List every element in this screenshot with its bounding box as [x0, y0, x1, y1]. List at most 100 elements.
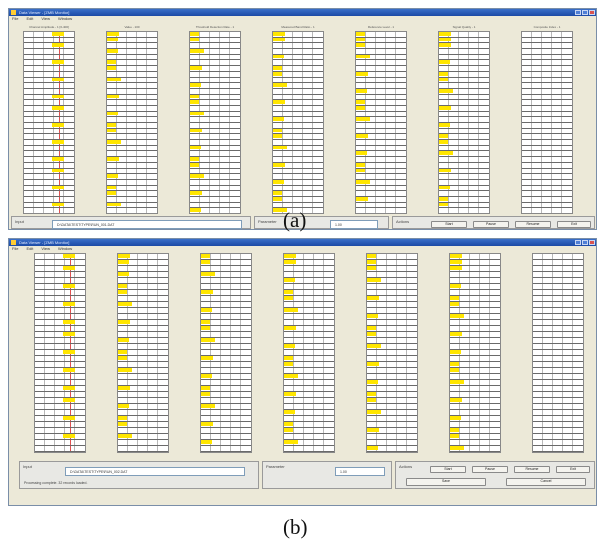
input-path-field[interactable]: D:\DATA\TEST\TYPE\RUN_001.DAT	[52, 220, 242, 229]
menu-view[interactable]: View	[41, 246, 50, 251]
plot-area[interactable]	[272, 31, 324, 214]
minimize-icon[interactable]	[575, 10, 581, 15]
plot-area[interactable]	[200, 253, 252, 453]
parameter-field[interactable]: 1.00	[330, 220, 378, 229]
plot-row	[35, 326, 85, 332]
menu-file[interactable]: File	[12, 16, 19, 21]
minimize-icon[interactable]	[575, 240, 581, 245]
plot-row	[107, 106, 157, 112]
plot-area[interactable]	[366, 253, 418, 453]
highlight-cell	[450, 362, 459, 366]
highlight-cell	[367, 410, 381, 414]
input-path-field[interactable]: D:\DATA\TEST\TYPE\RUN_002.DAT	[65, 467, 245, 476]
plot-row	[107, 55, 157, 61]
plot-row	[533, 416, 583, 422]
plot-row	[35, 290, 85, 296]
highlight-cell	[118, 386, 130, 390]
plot-row	[533, 314, 583, 320]
highlight-cell	[356, 196, 368, 201]
plot-area[interactable]	[438, 31, 490, 214]
plot-row	[201, 422, 251, 428]
plot-row	[190, 78, 240, 84]
plot-row	[118, 290, 168, 296]
resume-button[interactable]: Resume	[515, 221, 551, 228]
plot-area[interactable]	[355, 31, 407, 214]
exit-button[interactable]: Exit	[556, 466, 590, 473]
plot-row	[190, 203, 240, 209]
menu-window[interactable]: Window	[57, 16, 73, 21]
plot-row	[356, 203, 406, 209]
highlight-cell	[107, 60, 116, 65]
maximize-icon[interactable]	[582, 10, 588, 15]
plot-area[interactable]	[117, 253, 169, 453]
plot-area[interactable]	[283, 253, 335, 453]
plot-row	[35, 392, 85, 398]
plot-area[interactable]	[449, 253, 501, 453]
plot-row	[190, 49, 240, 55]
close-icon[interactable]	[589, 10, 595, 15]
plot-row	[284, 302, 334, 308]
plot-row	[24, 100, 74, 106]
highlight-cell	[118, 356, 127, 360]
plot-area[interactable]	[189, 31, 241, 214]
highlight-cell	[107, 128, 116, 133]
plot-row	[190, 72, 240, 78]
plot-row	[439, 112, 489, 118]
highlight-cell	[439, 202, 448, 207]
plot-row	[118, 422, 168, 428]
close-icon[interactable]	[589, 240, 595, 245]
menu-edit[interactable]: Edit	[26, 246, 34, 251]
menu-edit[interactable]: Edit	[26, 16, 34, 21]
pause-button[interactable]: Pause	[472, 466, 508, 473]
plot-row	[190, 94, 240, 101]
plot-row	[356, 129, 406, 135]
plot-row	[190, 100, 240, 106]
highlight-cell	[118, 320, 130, 324]
plot-row	[533, 404, 583, 410]
pause-button[interactable]: Pause	[473, 221, 509, 228]
plot-area[interactable]	[106, 31, 158, 214]
highlight-cell	[367, 278, 381, 282]
plot-row	[107, 174, 157, 180]
highlight-cell	[201, 254, 210, 258]
plot-row	[522, 203, 572, 209]
plot-area[interactable]	[521, 31, 573, 214]
plot-column-title: Threshold Detection Rate - 1	[195, 25, 235, 29]
plot-row	[367, 440, 417, 446]
cancel-button[interactable]: Cancel	[506, 478, 586, 486]
plot-area[interactable]	[23, 31, 75, 214]
plot-row	[201, 416, 251, 422]
maximize-icon[interactable]	[582, 240, 588, 245]
highlight-cell	[367, 362, 379, 366]
highlight-cell	[190, 83, 201, 87]
window-a-titlebar[interactable]: Data Viewer - [ZMB Monitor]	[9, 9, 596, 16]
highlight-cell	[62, 266, 75, 270]
plot-row	[356, 186, 406, 192]
exit-button[interactable]: Exit	[557, 221, 591, 228]
resume-button[interactable]: Resume	[514, 466, 550, 473]
plot-row	[533, 338, 583, 344]
menu-view[interactable]: View	[41, 16, 50, 21]
window-b-columns	[9, 251, 596, 459]
highlight-cell	[273, 191, 282, 195]
highlight-cell	[190, 145, 201, 150]
plot-row	[356, 168, 406, 175]
highlight-cell	[51, 123, 64, 127]
plot-row	[24, 66, 74, 72]
plot-row	[118, 260, 168, 266]
plot-area[interactable]	[34, 253, 86, 453]
menu-file[interactable]: File	[12, 246, 19, 251]
window-b-titlebar[interactable]: Data Viewer - [ZMB Monitor]	[9, 239, 596, 246]
plot-row	[273, 162, 323, 169]
start-button[interactable]: Start	[430, 466, 466, 473]
start-button[interactable]: Start	[431, 221, 467, 228]
plot-area[interactable]	[532, 253, 584, 453]
highlight-cell	[367, 314, 378, 318]
save-button[interactable]: Save	[406, 478, 486, 486]
highlight-cell	[118, 422, 127, 426]
parameter-field[interactable]: 1.00	[335, 467, 385, 476]
highlight-cell	[201, 308, 212, 312]
highlight-cell	[356, 71, 368, 76]
plot-row	[273, 71, 323, 78]
menu-window[interactable]: Window	[57, 246, 73, 251]
